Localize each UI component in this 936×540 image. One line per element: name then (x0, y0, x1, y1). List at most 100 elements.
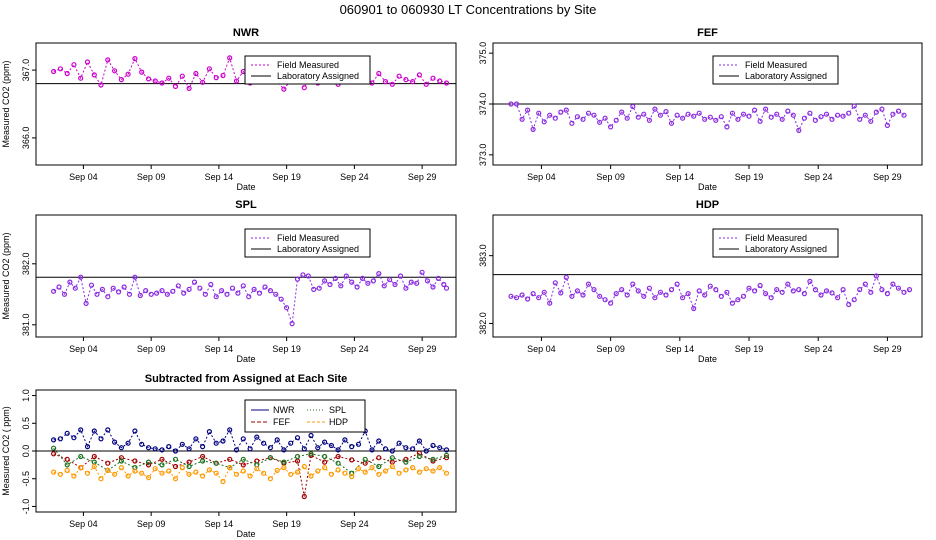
data-point (443, 452, 450, 458)
data-point (376, 463, 382, 470)
data-point (785, 281, 791, 287)
data-point (273, 291, 279, 297)
data-point (596, 119, 603, 125)
x-tick-label: Sep 14 (205, 344, 234, 354)
data-point (164, 291, 170, 297)
data-point (308, 451, 314, 457)
data-point (890, 111, 896, 117)
data-point (437, 445, 443, 451)
data-point (790, 112, 796, 118)
x-tick-label: Sep 24 (340, 519, 369, 529)
data-point (175, 283, 181, 289)
data-point (646, 285, 653, 291)
chart-title: FEF (697, 27, 718, 39)
data-point (240, 456, 246, 462)
x-tick-label: Sep 24 (340, 172, 369, 182)
legend-label: Field Measured (277, 233, 339, 243)
data-point (801, 115, 808, 121)
data-point (227, 456, 233, 462)
data-point (145, 459, 152, 465)
data-point (416, 453, 422, 460)
x-tick-label: Sep 09 (137, 344, 166, 354)
data-point (305, 273, 311, 279)
data-point (569, 293, 575, 299)
y-tick-label: -1.0 (21, 499, 31, 515)
data-point (322, 465, 328, 471)
data-point (121, 284, 127, 290)
chart-title: SPL (235, 199, 257, 211)
data-point (64, 467, 70, 473)
data-point (674, 112, 680, 118)
series-line (53, 452, 447, 497)
x-tick-label: Sep 09 (137, 519, 166, 529)
data-point (851, 103, 857, 109)
series-field-measured (50, 269, 450, 327)
data-point (288, 440, 294, 446)
chart-title: HDP (696, 199, 719, 211)
data-point (558, 290, 564, 296)
data-point (132, 55, 138, 62)
data-point (281, 465, 287, 471)
data-point (536, 295, 542, 301)
data-point (50, 288, 57, 294)
data-point (213, 470, 219, 476)
x-tick-label: Sep 09 (596, 172, 625, 182)
data-point (50, 469, 57, 475)
data-point (652, 295, 658, 301)
data-point (261, 470, 267, 476)
data-point (879, 106, 885, 112)
data-point (691, 113, 697, 119)
data-point (139, 470, 145, 476)
data-point (78, 453, 84, 460)
data-point (906, 287, 913, 293)
data-point (397, 273, 404, 279)
data-point (342, 437, 348, 443)
data-point (430, 456, 436, 462)
data-point (443, 470, 450, 476)
data-point (91, 428, 97, 434)
data-point (125, 71, 131, 77)
y-tick-label: 373.0 (478, 144, 488, 167)
data-point (362, 469, 368, 475)
data-point (186, 471, 192, 477)
data-point (829, 116, 835, 122)
data-point (132, 458, 138, 464)
data-point (267, 455, 273, 461)
data-point (630, 103, 636, 110)
x-tick-label: Sep 04 (527, 172, 556, 182)
data-point (118, 458, 125, 464)
data-point (235, 290, 241, 296)
data-point (200, 444, 206, 450)
data-point (274, 437, 280, 443)
data-point (332, 275, 338, 281)
data-point (301, 85, 307, 91)
data-point (193, 469, 199, 475)
data-point (596, 293, 603, 299)
data-point (547, 300, 553, 306)
data-point (443, 80, 450, 86)
data-point (607, 124, 614, 130)
legend-label: HDP (329, 417, 348, 427)
data-point (139, 441, 145, 447)
data-point (890, 281, 896, 287)
data-point (547, 112, 553, 118)
data-point (519, 292, 525, 298)
data-point (105, 294, 111, 300)
data-point (641, 111, 647, 117)
x-axis-label: Date (236, 529, 255, 539)
data-point (281, 86, 287, 92)
x-axis-label: Date (698, 354, 717, 364)
data-point (403, 456, 409, 462)
data-point (342, 470, 348, 476)
data-point (328, 442, 334, 449)
data-point (220, 72, 226, 79)
data-point (213, 460, 219, 466)
data-point (585, 281, 592, 287)
data-point (193, 70, 199, 77)
data-point (132, 274, 138, 280)
data-point (254, 434, 260, 440)
data-point (152, 466, 158, 472)
data-point (186, 463, 192, 470)
